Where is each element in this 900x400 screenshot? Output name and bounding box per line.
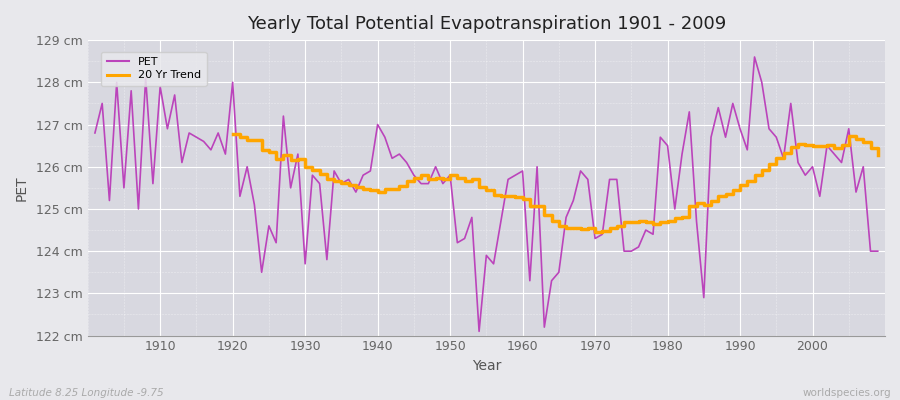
Text: worldspecies.org: worldspecies.org bbox=[803, 388, 891, 398]
Text: Latitude 8.25 Longitude -9.75: Latitude 8.25 Longitude -9.75 bbox=[9, 388, 164, 398]
X-axis label: Year: Year bbox=[472, 359, 501, 373]
Legend: PET, 20 Yr Trend: PET, 20 Yr Trend bbox=[101, 52, 207, 86]
Title: Yearly Total Potential Evapotranspiration 1901 - 2009: Yearly Total Potential Evapotranspiratio… bbox=[247, 15, 726, 33]
Y-axis label: PET: PET bbox=[15, 175, 29, 201]
